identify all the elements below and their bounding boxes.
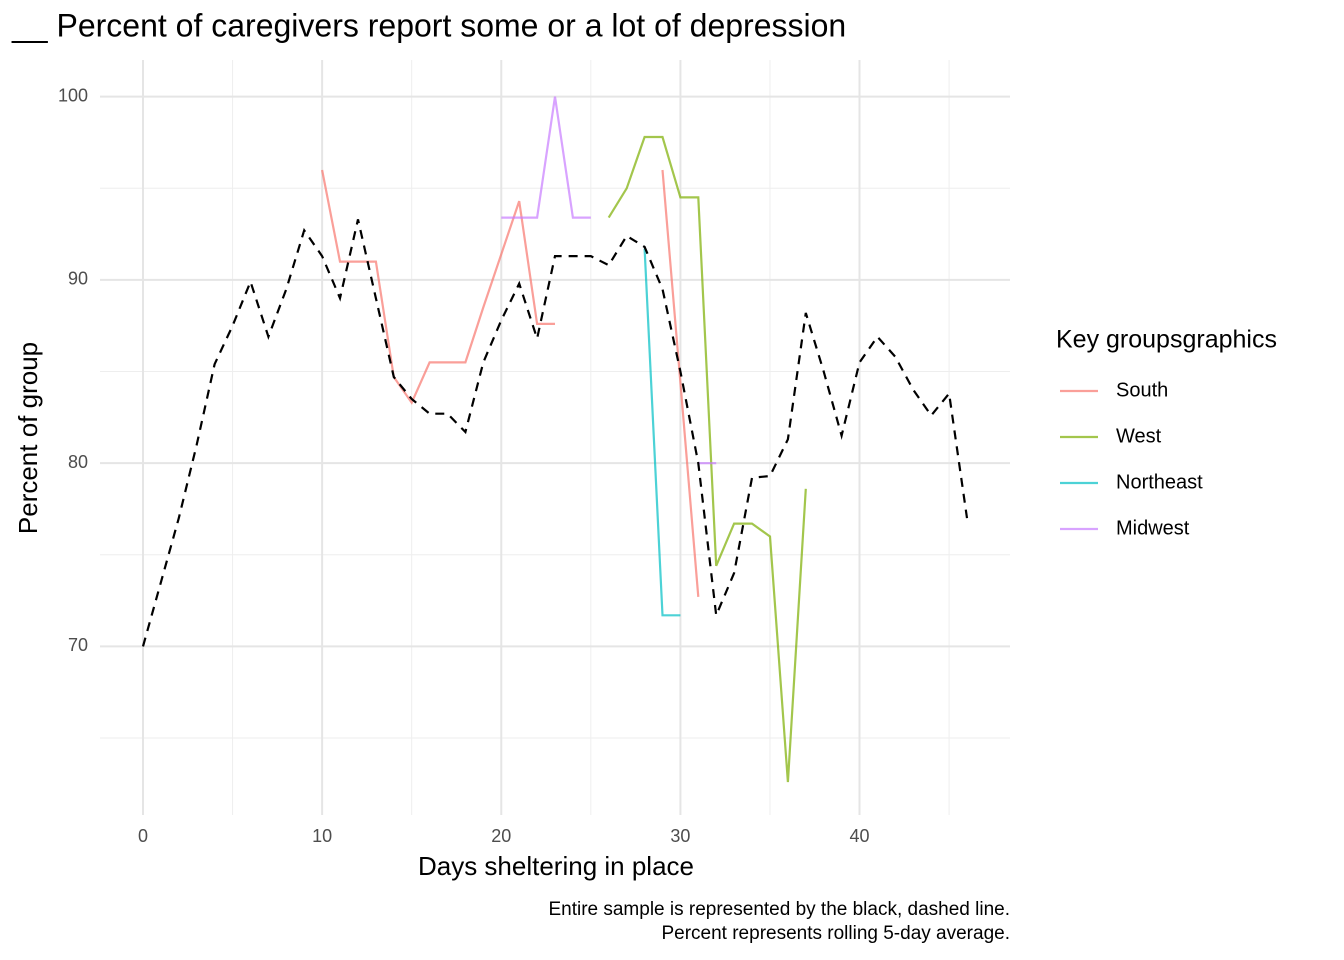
caption: Percent represents rolling 5-day average… bbox=[661, 923, 1010, 944]
series-line bbox=[321, 169, 700, 597]
x-tick-label: 0 bbox=[138, 826, 148, 846]
legend-label: Northeast bbox=[1116, 471, 1203, 493]
x-tick-label: 30 bbox=[670, 826, 690, 846]
y-tick-label: 80 bbox=[68, 452, 88, 472]
legend-label: Midwest bbox=[1116, 517, 1190, 539]
x-tick-label: 40 bbox=[850, 826, 870, 846]
legend-label: South bbox=[1116, 379, 1168, 401]
x-tick-label: 10 bbox=[312, 826, 332, 846]
y-axis-label: Percent of group bbox=[13, 342, 43, 534]
x-tick-label: 20 bbox=[491, 826, 511, 846]
chart-title: __ Percent of caregivers report some or … bbox=[11, 7, 846, 43]
y-tick-label: 100 bbox=[58, 85, 88, 105]
y-tick-label: 90 bbox=[68, 269, 88, 289]
y-tick-label: 70 bbox=[68, 635, 88, 655]
x-axis-label: Days sheltering in place bbox=[418, 851, 694, 881]
series-line bbox=[607, 135, 807, 783]
legend-label: West bbox=[1116, 425, 1162, 447]
legend-title: Key groupsgraphics bbox=[1056, 326, 1277, 354]
overall-line bbox=[141, 219, 969, 647]
series-line bbox=[501, 96, 717, 465]
series-line bbox=[643, 248, 681, 617]
caption: Entire sample is represented by the blac… bbox=[548, 899, 1010, 920]
